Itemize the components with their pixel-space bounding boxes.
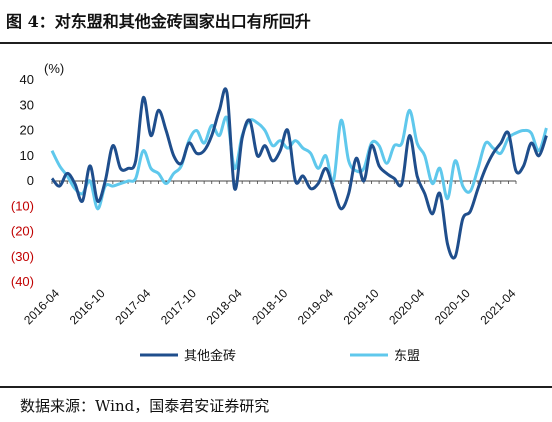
x-tick-label: 2016-04: [21, 286, 62, 327]
x-tick-label: 2016-10: [67, 286, 108, 327]
y-tick-label: 40: [20, 72, 34, 87]
x-tick-label: 2018-04: [204, 286, 245, 327]
y-tick-label: (30): [11, 249, 34, 264]
y-axis: (%) 40 30 20 10 0 (10) (20) (30) (40): [11, 61, 64, 289]
series-line: [50, 108, 548, 211]
series-lines: [50, 87, 548, 260]
y-tick-label: (20): [11, 224, 34, 239]
y-tick-label: 10: [20, 148, 34, 163]
legend-label: 东盟: [394, 349, 420, 364]
y-unit-label: (%): [44, 61, 64, 76]
y-tick-label: 20: [20, 123, 34, 138]
source-note: 数据来源：Wind，国泰君安证券研究: [20, 397, 270, 415]
legend: 其他金砖 东盟: [140, 348, 420, 364]
chart-title: 图 4：对东盟和其他金砖国家出口有所回升: [6, 12, 311, 31]
x-tick-label: 2017-04: [112, 286, 153, 327]
y-tick-label: 30: [20, 97, 34, 112]
x-tick-label: 2017-10: [158, 286, 199, 327]
x-tick-label: 2020-10: [432, 286, 473, 327]
x-tick-label: 2019-04: [295, 286, 336, 327]
x-tick-label: 2021-04: [477, 286, 518, 327]
y-tick-label: (10): [11, 198, 34, 213]
x-tick-label: 2018-10: [249, 286, 290, 327]
legend-label: 其他金砖: [184, 348, 236, 364]
source-rule: [0, 386, 552, 388]
x-tick-label: 2019-10: [341, 286, 382, 327]
y-tick-label: (40): [11, 274, 34, 289]
line-chart: (%) 40 30 20 10 0 (10) (20) (30) (40) 2016-04 2016…: [11, 61, 548, 364]
series-line: [50, 87, 548, 260]
title-rule: [0, 42, 552, 44]
y-tick-label: 0: [27, 173, 34, 188]
x-tick-label: 2020-04: [386, 286, 427, 327]
